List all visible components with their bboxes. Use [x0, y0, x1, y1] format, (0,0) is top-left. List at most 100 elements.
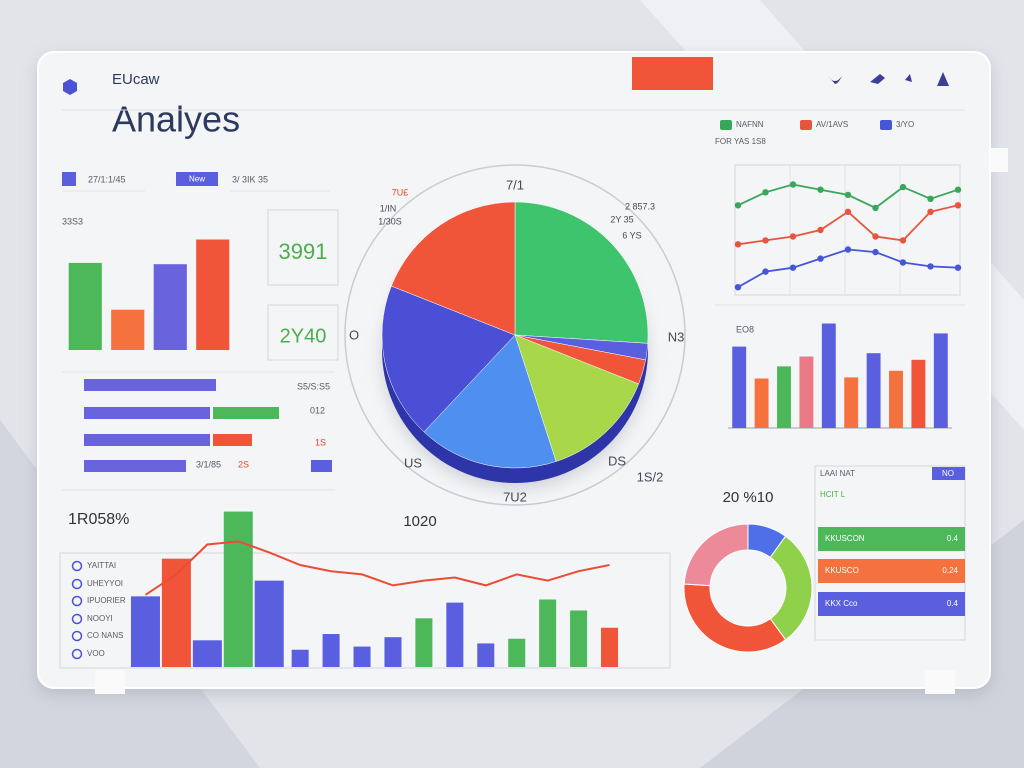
legend-icon [71, 613, 83, 625]
checkbox[interactable] [62, 172, 76, 186]
plot-frame [734, 164, 961, 296]
brand: EUcaw [112, 71, 160, 88]
legend-label: UHEYYOI [87, 579, 123, 588]
point [872, 248, 879, 256]
bar [213, 407, 279, 419]
bar [866, 353, 881, 428]
chart-title: FOR YAS 1S8 [715, 137, 766, 146]
bar [161, 558, 191, 667]
chart-title: 20 %10 [723, 489, 774, 506]
point [872, 233, 879, 240]
bar [889, 370, 903, 428]
chart-subtitle: 1020 [403, 513, 436, 530]
icon[interactable] [828, 76, 842, 84]
tab[interactable] [632, 57, 713, 90]
tape [95, 670, 125, 694]
annotation: 1S/2 [637, 469, 664, 484]
bar [732, 346, 747, 428]
annotation: 7U£ [392, 187, 409, 197]
point [734, 284, 742, 291]
donut-slice [769, 535, 813, 641]
legend-label: CO NANS [87, 631, 123, 640]
legend-label: YAITTAI [87, 561, 116, 570]
filter-label: 27/1:1/45 [88, 174, 126, 184]
stat-value: 2Y40 [280, 325, 327, 347]
annotation: 1S [315, 437, 326, 447]
point [872, 204, 879, 212]
bar [254, 580, 284, 667]
table-card [814, 465, 966, 641]
point [844, 246, 852, 253]
icon[interactable] [937, 72, 949, 86]
table-row[interactable] [818, 527, 965, 551]
stat-card [267, 304, 339, 361]
legend-label: VOO [87, 649, 105, 658]
chart-title: 33S3 [62, 216, 83, 226]
bar [84, 407, 210, 419]
bar [933, 333, 948, 428]
table-subtitle: HCIT L [820, 490, 846, 499]
annotation: 7/1 [506, 177, 524, 192]
point [789, 181, 797, 188]
bar [353, 646, 371, 667]
pie-slice [514, 201, 649, 344]
bar [799, 356, 814, 428]
table-cell: KKUSCO [825, 566, 859, 575]
pie-ring [344, 164, 686, 506]
donut-slice [683, 523, 749, 587]
icon[interactable] [905, 74, 912, 82]
point [817, 226, 824, 234]
bar [539, 599, 557, 667]
point [817, 186, 824, 193]
table-cell: 0.4 [947, 534, 959, 543]
bar [196, 239, 230, 350]
annotation: 2S [238, 459, 249, 469]
annotation: N3 [668, 329, 685, 344]
plot-frame [59, 552, 671, 669]
table-cell: 0.4 [947, 599, 959, 608]
table-row[interactable] [818, 592, 965, 616]
annotation: 6 YS [622, 230, 641, 240]
point [954, 264, 962, 271]
chart-title: 1R058% [68, 511, 129, 528]
legend-icon [71, 630, 83, 642]
table-title: LAAI NAT [820, 469, 855, 478]
bar [84, 460, 186, 472]
point [899, 183, 907, 191]
legend-label: AV/1AVS [816, 120, 848, 129]
point [927, 263, 934, 270]
bar [213, 434, 252, 446]
point [844, 191, 852, 199]
point [899, 259, 907, 266]
annotation: 1/30S [378, 216, 402, 226]
point [734, 241, 742, 248]
legend-swatch [880, 120, 892, 130]
legend-label: NAFNN [736, 120, 764, 129]
tape [990, 148, 1008, 172]
bar [601, 627, 619, 667]
button[interactable] [176, 172, 218, 186]
pie-slice [391, 201, 516, 336]
bar [322, 634, 340, 667]
bar [130, 596, 160, 667]
table-row[interactable] [818, 559, 965, 583]
annotation: O [349, 327, 359, 342]
legend-swatch [800, 120, 812, 130]
bar [446, 602, 464, 667]
icon[interactable] [870, 74, 885, 84]
logo [63, 79, 77, 95]
table-button[interactable] [932, 467, 965, 480]
point [762, 237, 769, 244]
bar [384, 637, 402, 667]
point [789, 233, 797, 240]
bar [84, 379, 216, 391]
donut-slice [683, 583, 787, 653]
legend-icon [71, 578, 83, 590]
annotation: US [404, 455, 422, 470]
legend-icon [71, 560, 83, 572]
bar [153, 264, 187, 350]
bar [111, 309, 145, 350]
annotation: 2Y 35 [610, 214, 633, 224]
point [762, 268, 769, 275]
bar [415, 618, 433, 667]
